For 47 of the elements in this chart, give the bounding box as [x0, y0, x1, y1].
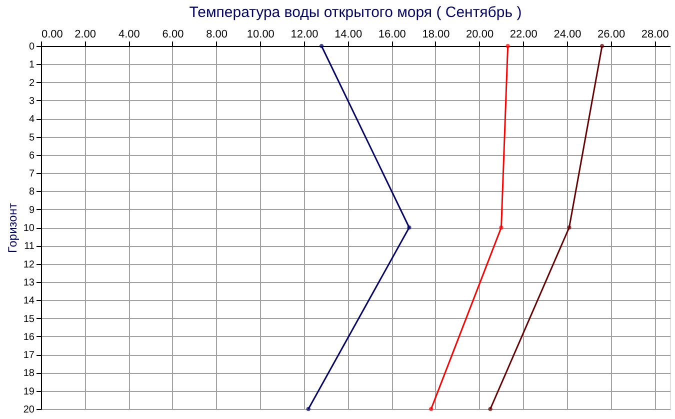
point [407, 225, 412, 230]
x-tick-label: 18.00 [422, 28, 450, 40]
y-tick-label: 16 [23, 332, 35, 343]
x-tick-label: 8.00 [206, 28, 228, 40]
y-tick-label: 0 [28, 42, 35, 52]
y-tick-label: 3 [28, 96, 35, 107]
y-tick-label: 14 [23, 296, 35, 307]
x-tick-label: 24.00 [554, 28, 582, 40]
y-tick-label: 13 [23, 277, 35, 288]
y-tick-label: 10 [23, 223, 35, 234]
x-tick-label: 22.00 [510, 28, 538, 40]
x-tick-label: 10.00 [246, 28, 274, 40]
point [488, 406, 492, 412]
point [428, 406, 434, 412]
x-tick-label: 12.00 [290, 28, 318, 40]
point [319, 44, 324, 48]
y-tick-label: 19 [23, 386, 35, 398]
y-tick-label: 15 [23, 314, 35, 325]
point [567, 225, 572, 230]
x-tick-label: 6.00 [162, 28, 184, 40]
y-tick-label: 20 [23, 404, 35, 416]
x-tick-label: 2.00 [74, 28, 96, 40]
y-tick-label: 9 [28, 204, 35, 216]
x-tick-label: 14.00 [334, 28, 362, 40]
y-tick-label: 1 [28, 60, 35, 71]
point [499, 225, 504, 230]
y-tick-label: 4 [28, 114, 35, 126]
y-tick-label: 7 [28, 168, 35, 180]
x-tick-label: 20.00 [466, 28, 494, 40]
y-tick-label: 12 [23, 259, 35, 270]
y-tick-label: 5 [28, 132, 35, 144]
x-tick-label: 28.00 [641, 28, 669, 40]
x-tick-label: 16.00 [378, 28, 406, 40]
y-axis-title: Горизонт [5, 202, 20, 253]
y-tick-label: 11 [24, 241, 35, 252]
y-tick-label: 6 [28, 150, 35, 162]
x-tick-label: 26.00 [598, 28, 626, 40]
y-tick-label: 2 [28, 78, 35, 89]
y-tick-label: 8 [28, 186, 35, 198]
x-tick-label: 4.00 [118, 28, 140, 40]
y-tick-label: 18 [23, 368, 35, 380]
point [506, 44, 510, 48]
point [306, 406, 310, 412]
chart-title: Температура воды открытого моря ( Сентябрь ) [189, 4, 522, 21]
y-tick-label: 17 [23, 350, 35, 362]
point [600, 44, 604, 48]
x-tick-label: 0.00 [42, 28, 63, 40]
